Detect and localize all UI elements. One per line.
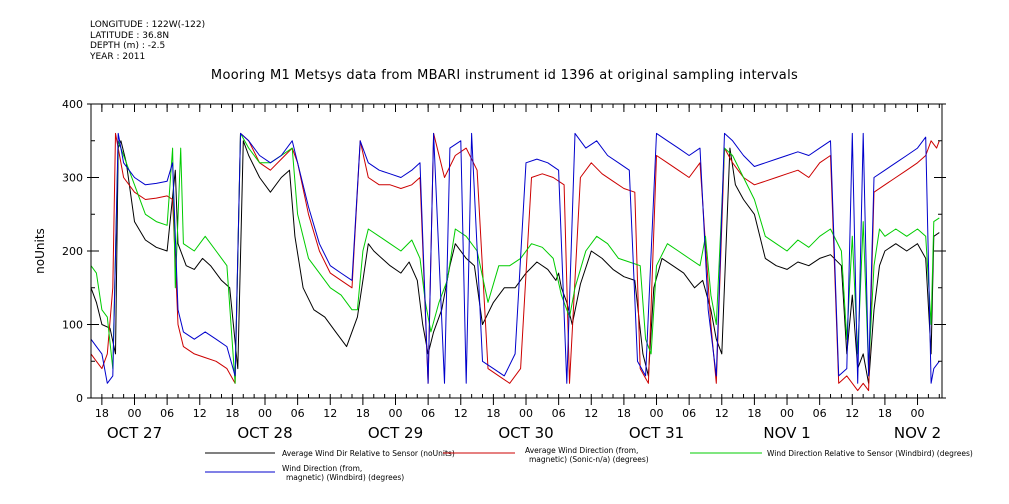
x-tick-label: 06 bbox=[421, 407, 435, 420]
depth-text: DEPTH (m) : -2.5 bbox=[90, 41, 166, 51]
x-tick-label: 00 bbox=[258, 407, 272, 420]
x-tick-label: 18 bbox=[878, 407, 892, 420]
x-date-label: OCT 29 bbox=[368, 424, 423, 442]
x-tick-label: 06 bbox=[552, 407, 566, 420]
legend-label-4: magnetic) (Windbird) (degrees) bbox=[286, 473, 404, 482]
legend-label-2: magnetic) (Sonic-n/a) (degrees) bbox=[529, 455, 649, 464]
x-tick-label: 00 bbox=[128, 407, 142, 420]
x-tick-label: 00 bbox=[519, 407, 533, 420]
x-date-label: OCT 27 bbox=[107, 424, 162, 442]
x-tick-label: 06 bbox=[291, 407, 305, 420]
x-tick-label: 18 bbox=[356, 407, 370, 420]
x-tick-label: 00 bbox=[389, 407, 403, 420]
y-tick-label: 0 bbox=[76, 392, 83, 405]
plot-frame bbox=[90, 103, 943, 399]
x-tick-label: 06 bbox=[682, 407, 696, 420]
y-tick-label: 400 bbox=[62, 98, 83, 111]
longitude-text: LONGITUDE : 122W(-122) bbox=[90, 20, 206, 30]
x-tick-label: 18 bbox=[225, 407, 239, 420]
series-line-2 bbox=[90, 132, 940, 392]
x-tick-label: 12 bbox=[454, 407, 468, 420]
legend-label-2: Average Wind Direction (from, bbox=[525, 446, 638, 455]
x-tick-label: 12 bbox=[845, 407, 859, 420]
y-tick-label: 100 bbox=[62, 319, 83, 332]
x-tick-label: 12 bbox=[323, 407, 337, 420]
x-tick-label: 18 bbox=[486, 407, 500, 420]
y-axis-label: noUnits bbox=[33, 228, 47, 274]
series-line-1 bbox=[90, 140, 940, 384]
dataset-metadata: LONGITUDE : 122W(-122) LATITUDE : 36.8N … bbox=[90, 20, 205, 62]
latitude-text: LATITUDE : 36.8N bbox=[90, 30, 170, 41]
legend-label-1: Average Wind Dir Relative to Sensor (noU… bbox=[282, 449, 455, 458]
year-text: YEAR : 2011 bbox=[90, 51, 146, 62]
legend-label-4: Wind Direction (from, bbox=[282, 464, 362, 473]
chart-title: Mooring M1 Metsys data from MBARI instru… bbox=[210, 68, 799, 83]
x-tick-label: 12 bbox=[193, 407, 207, 420]
x-tick-label: 12 bbox=[584, 407, 598, 420]
series-line-3 bbox=[90, 132, 940, 384]
x-tick-label: 18 bbox=[95, 407, 109, 420]
x-tick-label: 00 bbox=[650, 407, 664, 420]
x-date-label: OCT 28 bbox=[237, 424, 292, 442]
x-date-label: NOV 2 bbox=[894, 424, 941, 442]
y-tick-label: 200 bbox=[62, 245, 83, 258]
x-date-label: OCT 31 bbox=[629, 424, 684, 442]
x-tick-label: 18 bbox=[617, 407, 631, 420]
x-tick-label: 12 bbox=[715, 407, 729, 420]
x-tick-label: 00 bbox=[911, 407, 925, 420]
x-tick-label: 18 bbox=[747, 407, 761, 420]
y-tick-label: 300 bbox=[62, 172, 83, 185]
legend-label-3: Wind Direction Relative to Sensor (Windb… bbox=[767, 449, 973, 458]
x-tick-label: 06 bbox=[160, 407, 174, 420]
x-tick-label: 06 bbox=[813, 407, 827, 420]
series-line-4 bbox=[90, 132, 940, 384]
x-date-label: OCT 30 bbox=[498, 424, 553, 442]
x-date-label: NOV 1 bbox=[763, 424, 810, 442]
x-tick-label: 00 bbox=[780, 407, 794, 420]
